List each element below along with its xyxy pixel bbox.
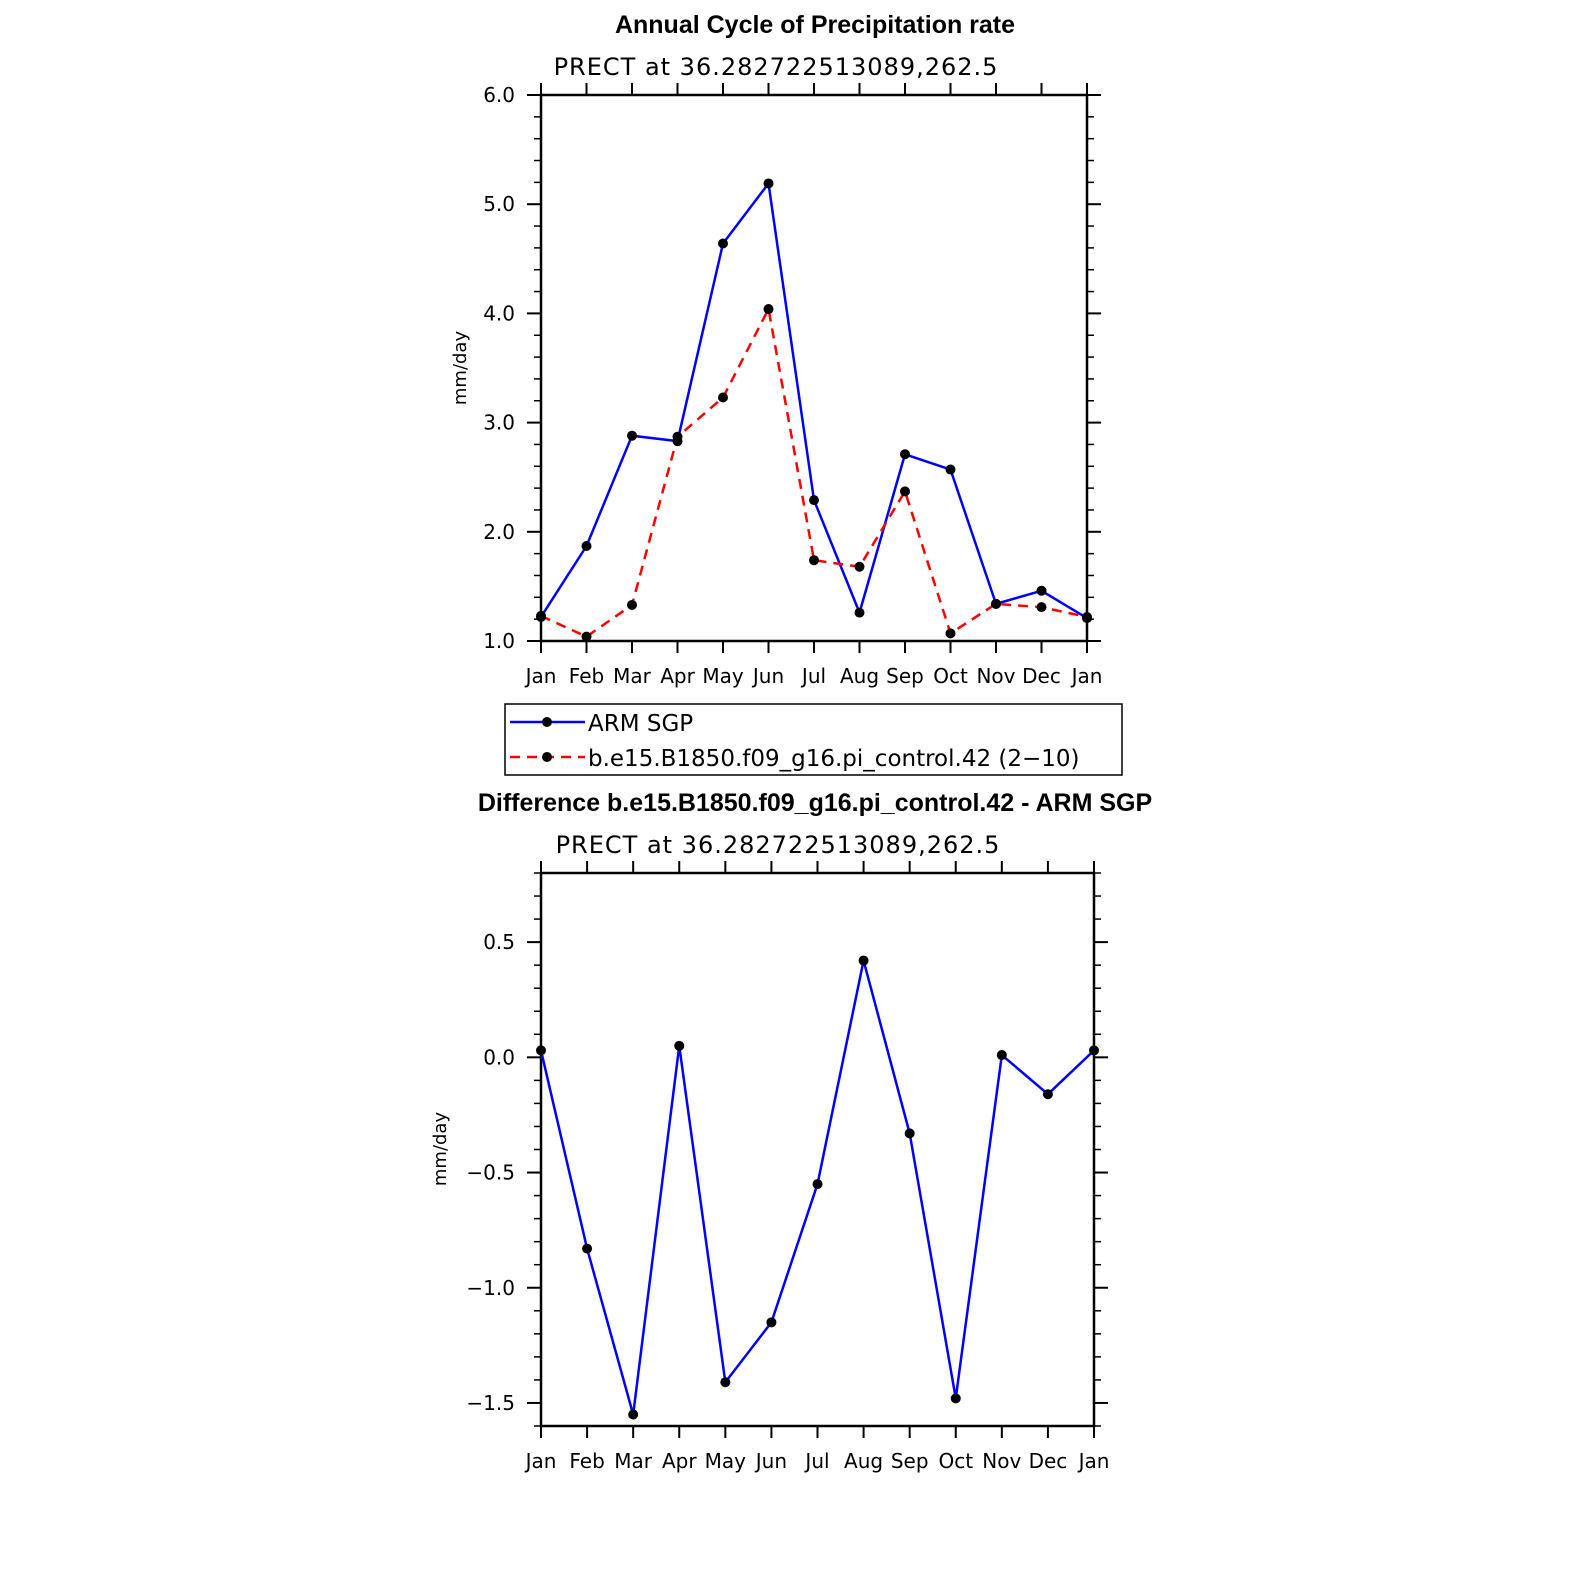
- panel-difference: Difference b.e15.B1850.f09_g16.pi_contro…: [430, 789, 1152, 1473]
- y-tick-label: 6.0: [483, 83, 515, 107]
- data-point-0: [809, 495, 819, 506]
- x-tick-label: Jan: [1070, 664, 1103, 688]
- x-tick-label: Nov: [982, 1449, 1021, 1473]
- data-point-0: [627, 430, 637, 441]
- x-tick-label: Dec: [1029, 1449, 1068, 1473]
- chart-subtitle: PRECT at 36.282722513089,262.5: [556, 831, 1001, 859]
- y-tick-label: −1.5: [466, 1391, 515, 1415]
- x-tick-label: Sep: [886, 664, 924, 688]
- x-tick-label: Feb: [569, 1449, 604, 1473]
- chart-title: Annual Cycle of Precipitation rate: [615, 11, 1015, 39]
- x-tick-label: Jun: [754, 1449, 787, 1473]
- data-point-0: [536, 1045, 546, 1056]
- legend-swatch-marker: [542, 717, 552, 727]
- x-tick-label: Sep: [891, 1449, 929, 1473]
- x-tick-label: Jan: [524, 1449, 557, 1473]
- data-point-1: [991, 598, 1001, 609]
- data-point-0: [766, 1317, 777, 1328]
- data-point-0: [996, 1050, 1007, 1061]
- plot-frame: [539, 871, 1096, 1428]
- x-tick-label: Apr: [662, 1449, 697, 1473]
- data-point-0: [581, 540, 592, 551]
- data-point-1: [581, 631, 592, 642]
- data-point-0: [582, 1243, 593, 1254]
- data-point-0: [1089, 1045, 1099, 1056]
- tick-labels: Jan Feb Mar Apr May Jun Jul Aug Sep Oct Nov Dec Jan 1…: [483, 83, 1102, 688]
- data-point-0: [628, 1409, 639, 1420]
- data-point-0: [720, 1377, 731, 1388]
- chart-subtitle: PRECT at 36.282722513089,262.5: [554, 53, 999, 81]
- x-tick-label: Jan: [524, 664, 557, 688]
- data-point-0: [900, 449, 910, 460]
- data-point-1: [627, 599, 637, 610]
- data-point-0: [904, 1128, 915, 1139]
- y-tick-label: 3.0: [483, 411, 515, 435]
- data-point-0: [858, 955, 869, 966]
- y-tick-label: 1.0: [483, 629, 515, 653]
- x-tick-label: Oct: [938, 1449, 973, 1473]
- x-tick-label: Aug: [844, 1449, 883, 1473]
- legend-label: b.e15.B1850.f09_g16.pi_control.42 (2−10): [588, 746, 1080, 772]
- x-tick-label: Mar: [613, 664, 652, 688]
- data-point-0: [945, 464, 956, 475]
- x-tick-label: Jan: [1077, 1449, 1110, 1473]
- x-tick-label: Jul: [803, 1449, 829, 1473]
- series-lines: [539, 182, 1088, 638]
- data-point-1: [809, 555, 819, 566]
- legend-box: [504, 703, 1123, 776]
- y-tick-label: 2.0: [483, 520, 515, 544]
- data-point-0: [950, 1393, 961, 1404]
- x-tick-label: Feb: [569, 664, 604, 688]
- x-tick-label: Nov: [976, 664, 1015, 688]
- data-point-1: [536, 610, 546, 621]
- y-tick-label: −1.0: [466, 1276, 515, 1300]
- data-point-0: [1042, 1089, 1053, 1100]
- series-line-1: [540, 307, 1088, 638]
- y-tick-label: 4.0: [483, 301, 515, 325]
- y-tick-label: 5.0: [483, 192, 515, 216]
- data-point-0: [763, 178, 774, 189]
- chart-title: Difference b.e15.B1850.f09_g16.pi_contro…: [478, 789, 1152, 817]
- y-axis-label: mm/day: [450, 331, 471, 406]
- x-tick-label: Mar: [614, 1449, 653, 1473]
- y-tick-label: 0.5: [483, 930, 515, 954]
- data-point-1: [672, 431, 683, 442]
- legend: ARM SGP b.e15.B1850.f09_g16.pi_control.4…: [504, 703, 1123, 776]
- y-tick-label: 0.0: [483, 1045, 515, 1069]
- x-tick-label: Jul: [800, 664, 826, 688]
- y-tick-label: −0.5: [466, 1161, 515, 1185]
- data-point-1: [900, 486, 910, 497]
- legend-swatch-marker: [542, 752, 552, 762]
- x-tick-label: May: [705, 1449, 747, 1473]
- legend-item-model: b.e15.B1850.f09_g16.pi_control.42 (2−10): [510, 746, 1080, 772]
- data-markers: [536, 955, 1099, 1420]
- data-point-0: [674, 1040, 685, 1051]
- x-tick-label: Oct: [933, 664, 968, 688]
- axis-ticks: [527, 861, 1108, 1438]
- data-point-1: [763, 304, 774, 315]
- data-point-1: [1036, 602, 1047, 613]
- x-tick-label: Jun: [751, 664, 784, 688]
- legend-label: ARM SGP: [588, 711, 693, 737]
- data-point-0: [1036, 585, 1047, 596]
- data-point-1: [1082, 611, 1092, 622]
- data-markers: [536, 178, 1092, 642]
- data-point-1: [718, 392, 728, 403]
- tick-labels: Jan Feb Mar Apr May Jun Jul Aug Sep Oct Nov Dec Jan −…: [466, 930, 1109, 1473]
- data-point-1: [854, 561, 865, 572]
- x-tick-label: May: [702, 664, 744, 688]
- data-point-0: [718, 238, 728, 249]
- x-tick-label: Apr: [660, 664, 695, 688]
- axis-ticks: [527, 83, 1101, 653]
- data-point-1: [945, 628, 956, 639]
- y-axis-label: mm/day: [430, 1112, 451, 1187]
- series-line-0: [539, 182, 1088, 620]
- data-point-0: [812, 1179, 823, 1190]
- panel-annual-cycle: Annual Cycle of Precipitation rate PRECT…: [450, 11, 1123, 776]
- legend-item-arm-sgp: ARM SGP: [510, 711, 693, 737]
- data-point-0: [854, 607, 865, 618]
- x-tick-label: Dec: [1022, 664, 1061, 688]
- x-tick-label: Aug: [840, 664, 879, 688]
